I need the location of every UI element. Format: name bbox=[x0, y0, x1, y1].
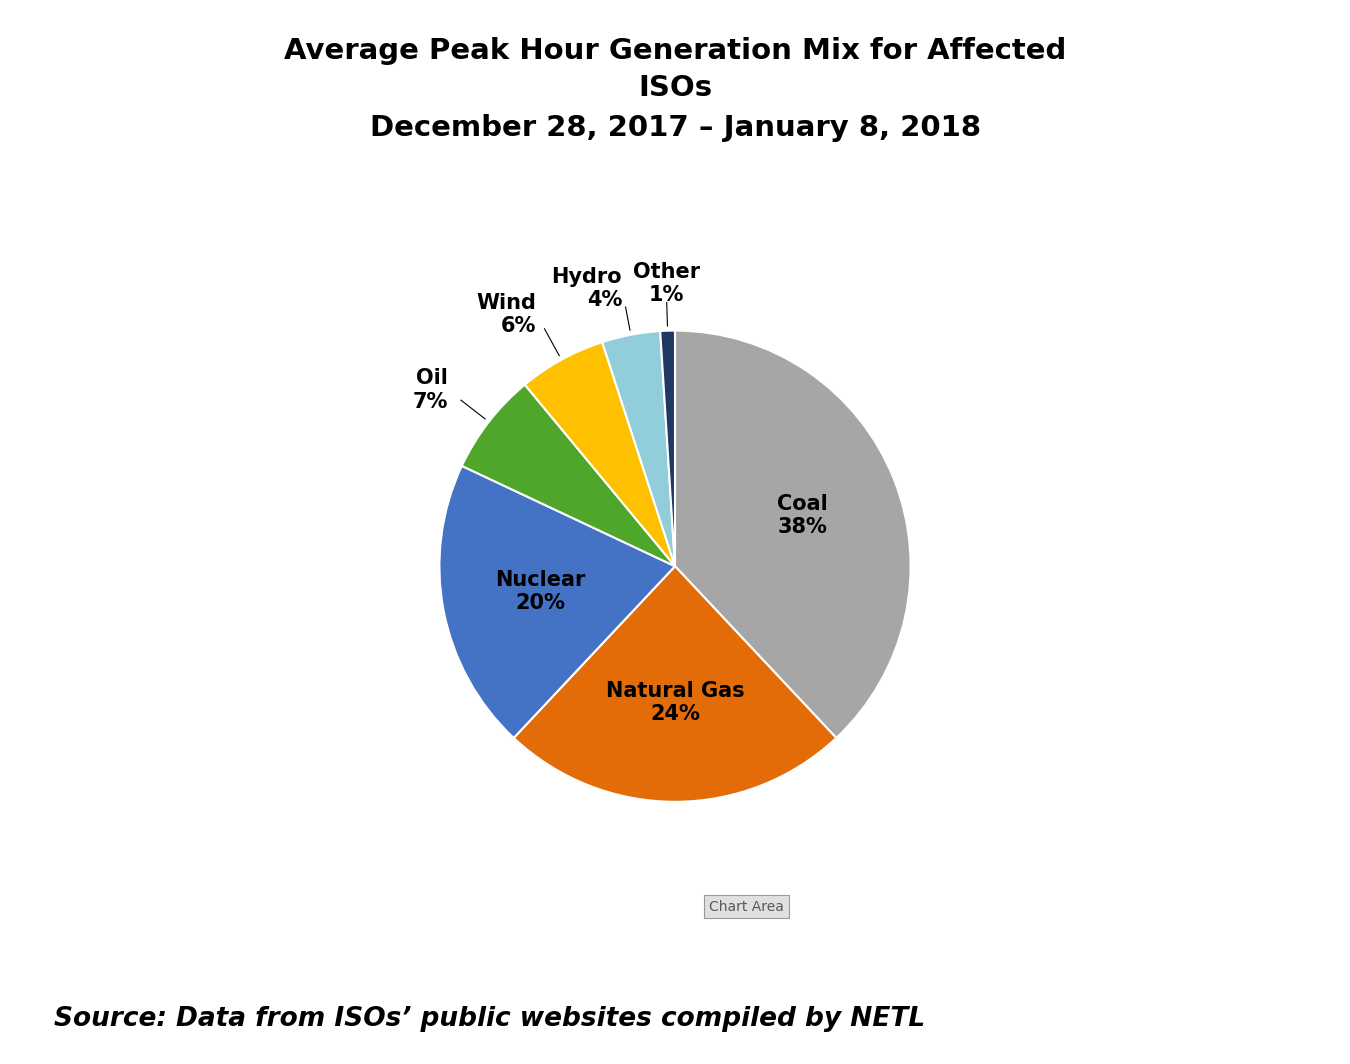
Wedge shape bbox=[660, 331, 675, 566]
Text: Chart Area: Chart Area bbox=[709, 899, 784, 914]
Text: ISOs: ISOs bbox=[639, 74, 711, 102]
Text: Hydro
4%: Hydro 4% bbox=[551, 267, 622, 310]
Text: Nuclear
20%: Nuclear 20% bbox=[495, 570, 586, 614]
Text: Oil
7%: Oil 7% bbox=[413, 368, 448, 412]
Text: Other
1%: Other 1% bbox=[633, 262, 699, 305]
Text: Average Peak Hour Generation Mix for Affected: Average Peak Hour Generation Mix for Aff… bbox=[284, 37, 1066, 65]
Text: Natural Gas
24%: Natural Gas 24% bbox=[606, 681, 744, 725]
Wedge shape bbox=[462, 385, 675, 566]
Text: Source: Data from ISOs’ public websites compiled by NETL: Source: Data from ISOs’ public websites … bbox=[54, 1007, 925, 1032]
Text: December 28, 2017 – January 8, 2018: December 28, 2017 – January 8, 2018 bbox=[370, 114, 980, 142]
Text: Wind
6%: Wind 6% bbox=[477, 293, 536, 336]
Wedge shape bbox=[602, 331, 675, 566]
Wedge shape bbox=[675, 331, 911, 738]
Text: Coal
38%: Coal 38% bbox=[776, 495, 828, 537]
Wedge shape bbox=[439, 466, 675, 738]
Wedge shape bbox=[514, 566, 836, 802]
Wedge shape bbox=[525, 343, 675, 566]
